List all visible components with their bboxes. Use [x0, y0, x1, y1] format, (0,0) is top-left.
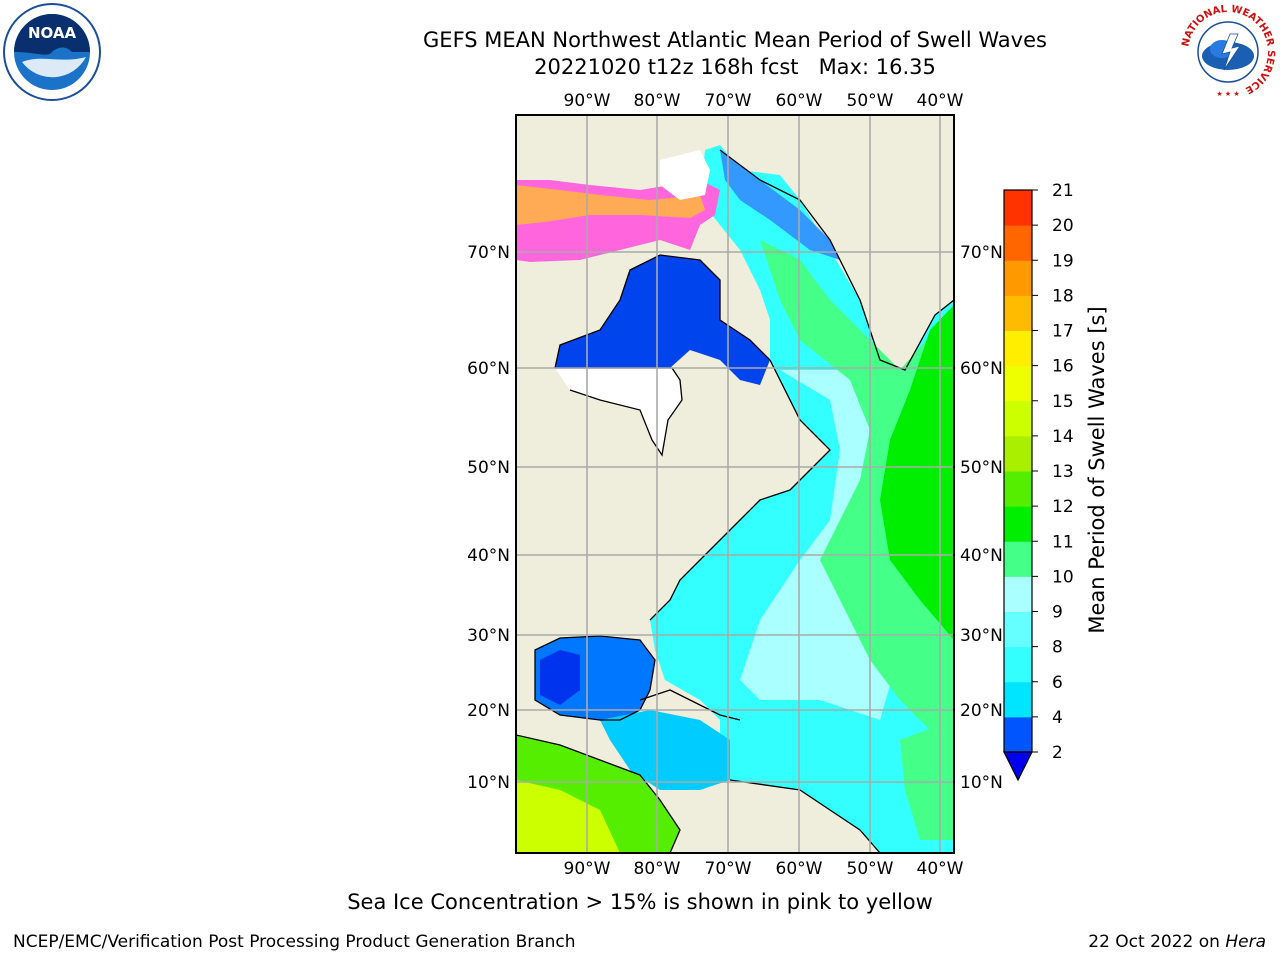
labrador-sea	[720, 150, 840, 260]
colorbar-tick-label: 17	[1052, 322, 1074, 342]
colorbar-tick-label: 10	[1052, 567, 1074, 587]
colorbar-bin	[1004, 681, 1032, 718]
lat-tick-label: 50°N	[467, 458, 510, 478]
chart-title: GEFS MEAN Northwest Atlantic Mean Period…	[423, 28, 1047, 52]
hudson-bay	[555, 255, 770, 385]
gulf-deep-blue	[540, 650, 580, 705]
lat-tick-label: 30°N	[467, 626, 510, 646]
lat-tick-label: 60°N	[467, 359, 510, 379]
colorbar-bin	[1004, 611, 1032, 648]
colorbar-bin	[1004, 435, 1032, 472]
lat-tick-label: 60°N	[960, 359, 1003, 379]
latitude-labels-left: 70°N 60°N 50°N 40°N 30°N 20°N 10°N	[467, 243, 510, 793]
lon-tick-label: 80°W	[634, 859, 681, 879]
lon-tick-label: 60°W	[776, 91, 823, 111]
lat-tick-label: 20°N	[960, 701, 1003, 721]
lat-tick-label: 40°N	[960, 546, 1003, 566]
northern-ice-white	[660, 150, 710, 200]
lon-tick-label: 50°W	[847, 859, 894, 879]
lon-tick-label: 60°W	[776, 859, 823, 879]
lat-tick-label: 20°N	[467, 701, 510, 721]
caribbean-sea	[600, 710, 730, 790]
colorbar-tick-label: 8	[1052, 638, 1063, 658]
colorbar-tick-label: 20	[1052, 216, 1074, 236]
map-frame	[515, 114, 955, 854]
colorbar-tick-label: 4	[1052, 708, 1063, 728]
noaa-logo: NOAA	[3, 3, 101, 101]
chart-subtitle: 20221020 t12z 168h fcst Max: 16.35	[534, 55, 936, 79]
lon-tick-label: 70°W	[705, 859, 752, 879]
colorbar-bin	[1004, 400, 1032, 437]
longitude-labels-bottom: 90°W 80°W 70°W 60°W 50°W 40°W	[564, 859, 964, 879]
national-weather-service-logo: NATIONAL WEATHER SERVICE ★ ★ ★	[1180, 4, 1276, 100]
credit-line: NCEP/EMC/Verification Post Processing Pr…	[13, 932, 576, 952]
pacific-tropics-yellow	[516, 780, 620, 853]
graticule	[516, 115, 954, 853]
colorbar-bin	[1004, 295, 1032, 331]
colorbar-bin	[1004, 576, 1032, 612]
lat-tick-label: 50°N	[960, 458, 1003, 478]
colorbar-tick-label: 18	[1052, 286, 1074, 306]
colorbar-bin	[1004, 190, 1032, 226]
colorbar-tick-label: 15	[1052, 392, 1074, 412]
green-swell-core	[880, 305, 954, 640]
latitude-labels-right: 70°N 60°N 50°N 40°N 30°N 20°N 10°N	[960, 243, 1003, 793]
lat-tick-label: 40°N	[467, 546, 510, 566]
noaa-logo-text: NOAA	[28, 24, 77, 42]
colorbar-bin	[1004, 646, 1032, 683]
lon-tick-label: 80°W	[634, 91, 681, 111]
colorbar-bin	[1004, 365, 1032, 402]
coastlines	[516, 149, 954, 853]
colorbar-tick-label: 19	[1052, 251, 1074, 271]
date-text: 22 Oct 2022 on	[1088, 932, 1220, 952]
svg-text:★ ★ ★: ★ ★ ★	[1216, 90, 1239, 98]
colorbar-tick-label: 9	[1052, 603, 1063, 623]
colorbar-label: Mean Period of Swell Waves [s]	[1085, 306, 1109, 634]
host-name: Hera	[1225, 932, 1266, 952]
colorbar-tick-label: 14	[1052, 427, 1074, 447]
lat-tick-label: 30°N	[960, 626, 1003, 646]
lat-tick-label: 10°N	[467, 773, 510, 793]
colorbar-tick-label: 6	[1052, 673, 1063, 693]
lon-tick-label: 40°W	[917, 91, 964, 111]
colorbar-bin	[1004, 260, 1032, 296]
lon-tick-label: 90°W	[564, 859, 611, 879]
colorbar-tick-label: 12	[1052, 497, 1074, 517]
colorbar-tick-label: 11	[1052, 532, 1074, 552]
lon-tick-label: 50°W	[847, 91, 894, 111]
date-stamp: 22 Oct 2022 on Hera	[1088, 932, 1266, 952]
colorbar-bin	[1004, 330, 1032, 367]
colorbar: 2 4 6 8 9 10 11 12 13 14 15 16 17 18 19 20 21	[1003, 181, 1074, 782]
colorbar-bin	[1004, 225, 1032, 261]
colorbar-bin	[1004, 471, 1032, 507]
sea-ice-note: Sea Ice Concentration > 15% is shown in …	[347, 890, 933, 914]
colorbar-extend-triangle	[1003, 751, 1033, 782]
lat-tick-label: 70°N	[467, 243, 510, 263]
colorbar-bin	[1004, 716, 1032, 753]
lon-tick-label: 90°W	[564, 91, 611, 111]
lat-tick-label: 70°N	[960, 243, 1003, 263]
colorbar-tick-label: 16	[1052, 357, 1074, 377]
colorbar-tick-label: 2	[1052, 743, 1063, 763]
colorbar-tick-label: 13	[1052, 462, 1074, 482]
longitude-labels-top: 90°W 80°W 70°W 60°W 50°W 40°W	[564, 91, 964, 111]
colorbar-tick-label: 21	[1052, 181, 1074, 201]
colorbar-bin	[1004, 506, 1032, 542]
lon-tick-label: 40°W	[917, 859, 964, 879]
lon-tick-label: 70°W	[705, 91, 752, 111]
green-swell-area	[760, 240, 954, 730]
lat-tick-label: 10°N	[960, 773, 1003, 793]
colorbar-bin	[1004, 541, 1032, 577]
